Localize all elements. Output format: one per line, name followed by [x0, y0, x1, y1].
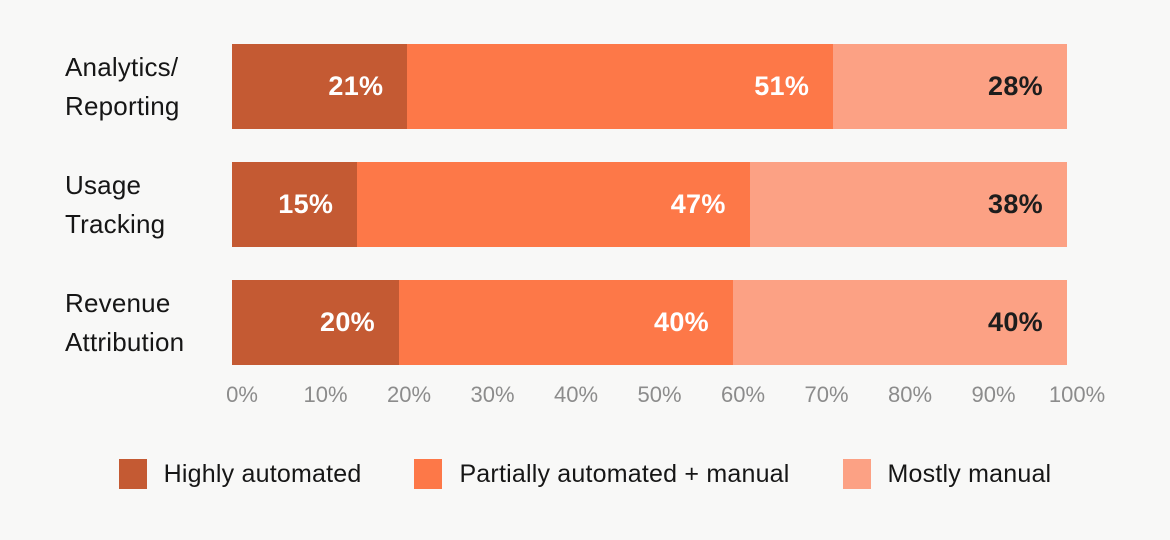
axis-tick-label: 30% — [470, 382, 515, 407]
legend-item: Partially automated + manual — [414, 459, 789, 489]
axis-tick-label: 70% — [804, 382, 849, 407]
category-label-line: Revenue — [65, 287, 171, 318]
bar-segment: 40% — [399, 280, 733, 365]
axis-tick-label: 0% — [226, 382, 258, 407]
value-label: 40% — [654, 307, 709, 337]
legend-swatch — [118, 459, 147, 489]
bar-segment: 47% — [357, 162, 750, 247]
value-label: 40% — [988, 307, 1043, 337]
x-axis: 0% 10% 20% 30% 40% 50% 60% 70% 80% 90% 100% — [226, 381, 1105, 409]
axis-tick-label: 80% — [887, 382, 933, 407]
bar-segment: 28% — [833, 44, 1067, 129]
legend-label: Mostly manual — [887, 459, 1052, 488]
axis-tick-label: 10% — [303, 382, 348, 407]
bar-segment: 38% — [749, 162, 1067, 247]
value-label: 28% — [988, 71, 1043, 101]
value-label: 51% — [754, 71, 810, 101]
axis-tick-label: 40% — [553, 382, 599, 407]
category-label-line: Usage — [65, 169, 142, 200]
bar-segment: 20% — [232, 280, 399, 365]
bar-segment: 40% — [733, 280, 1067, 365]
legend-label: Highly automated — [163, 459, 362, 488]
category-label: Analytics/Reporting — [65, 44, 180, 129]
category-label: Revenue Attribution — [65, 280, 184, 365]
value-label: 21% — [328, 71, 384, 101]
bar-segment: 51% — [407, 44, 834, 129]
value-label: 20% — [320, 307, 375, 337]
axis-tick-label: 60% — [720, 382, 766, 407]
legend-item: Mostly manual — [842, 459, 1052, 489]
legend-swatch — [842, 459, 871, 489]
value-label: 38% — [988, 189, 1043, 219]
chart-row: Usage Tracking 15% 47% 38% — [0, 162, 1170, 247]
category-label-line: Attribution — [65, 326, 185, 357]
axis-tick-label: 50% — [637, 382, 682, 407]
value-label: 47% — [670, 189, 726, 219]
legend: Highly automated Partially automated + ma… — [0, 459, 1170, 489]
value-label: 15% — [278, 189, 334, 219]
category-label-line: Tracking — [65, 208, 166, 239]
legend-swatch — [414, 459, 443, 489]
bar-segment: 15% — [232, 162, 358, 247]
stacked-bar: 21% 51% 28% — [232, 44, 1067, 129]
stacked-bar: 15% 47% 38% — [232, 162, 1067, 247]
chart-row: Analytics/Reporting 21% 51% 28% — [0, 44, 1170, 129]
category-label: Usage Tracking — [65, 162, 165, 247]
chart-row: Revenue Attribution 20% 40% 40% — [0, 280, 1170, 365]
axis-tick-label: 100% — [1048, 382, 1106, 407]
axis-tick-label: 20% — [386, 382, 432, 407]
category-label-line: Analytics/ — [65, 51, 179, 82]
legend-label: Partially automated + manual — [459, 459, 790, 488]
legend-item: Highly automated — [118, 459, 362, 489]
category-label-line: Reporting — [65, 90, 180, 121]
axis-tick-label: 90% — [971, 382, 1016, 407]
stacked-bar: 20% 40% 40% — [232, 280, 1067, 365]
bar-segment: 21% — [232, 44, 408, 129]
